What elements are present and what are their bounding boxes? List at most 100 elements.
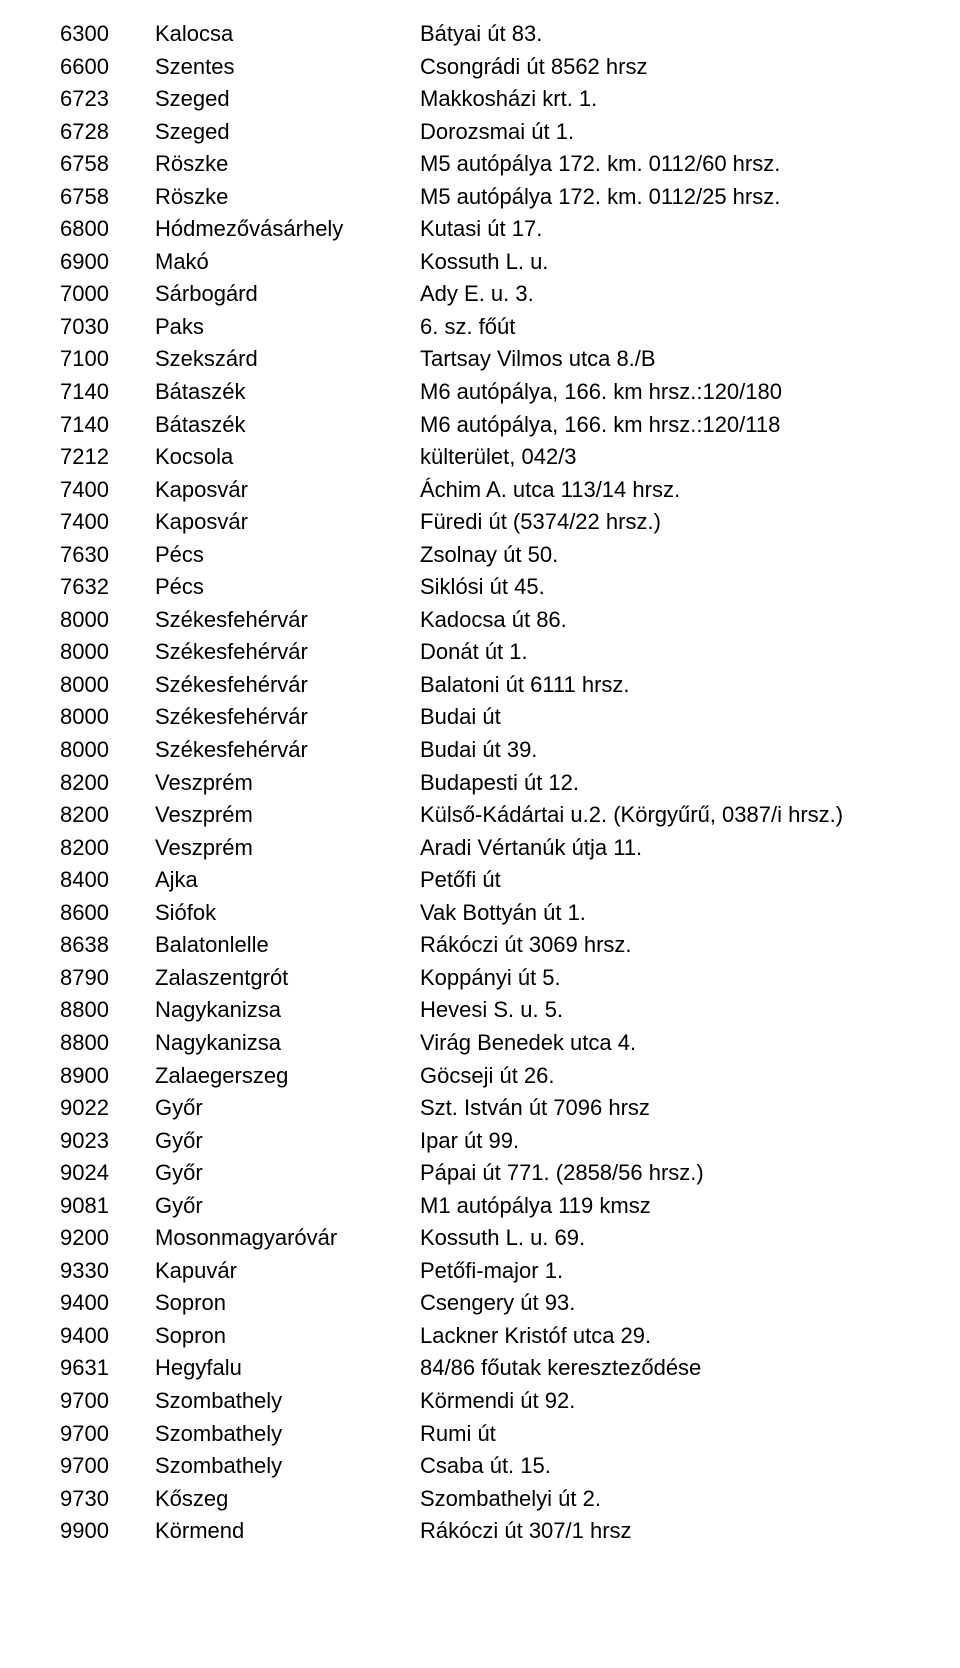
- street-address: Szt. István út 7096 hrsz: [420, 1092, 920, 1125]
- city-name: Bátaszék: [155, 409, 420, 442]
- postal-code: 8790: [60, 962, 155, 995]
- postal-code: 7400: [60, 506, 155, 539]
- table-row: 7212Kocsolakülterület, 042/3: [60, 441, 920, 474]
- city-name: Kalocsa: [155, 18, 420, 51]
- table-row: 6800HódmezővásárhelyKutasi út 17.: [60, 213, 920, 246]
- city-name: Makó: [155, 246, 420, 279]
- street-address: Aradi Vértanúk útja 11.: [420, 832, 920, 865]
- city-name: Kapuvár: [155, 1255, 420, 1288]
- city-name: Hegyfalu: [155, 1352, 420, 1385]
- table-row: 6723SzegedMakkosházi krt. 1.: [60, 83, 920, 116]
- street-address: Zsolnay út 50.: [420, 539, 920, 572]
- city-name: Székesfehérvár: [155, 604, 420, 637]
- postal-code: 7100: [60, 343, 155, 376]
- street-address: M5 autópálya 172. km. 0112/60 hrsz.: [420, 148, 920, 181]
- city-name: Siófok: [155, 897, 420, 930]
- table-row: 9700SzombathelyCsaba út. 15.: [60, 1450, 920, 1483]
- postal-code: 8800: [60, 994, 155, 1027]
- table-row: 7632PécsSiklósi út 45.: [60, 571, 920, 604]
- postal-code: 8000: [60, 636, 155, 669]
- city-name: Szombathely: [155, 1450, 420, 1483]
- street-address: Makkosházi krt. 1.: [420, 83, 920, 116]
- street-address: Balatoni út 6111 hrsz.: [420, 669, 920, 702]
- table-row: 9700SzombathelyRumi út: [60, 1418, 920, 1451]
- table-row: 8200VeszprémBudapesti út 12.: [60, 767, 920, 800]
- postal-code: 8400: [60, 864, 155, 897]
- city-name: Szentes: [155, 51, 420, 84]
- postal-code: 6758: [60, 181, 155, 214]
- street-address: Csaba út. 15.: [420, 1450, 920, 1483]
- table-row: 7400KaposvárFüredi út (5374/22 hrsz.): [60, 506, 920, 539]
- table-row: 8200VeszprémKülső-Kádártai u.2. (Körgyűr…: [60, 799, 920, 832]
- table-row: 6600SzentesCsongrádi út 8562 hrsz: [60, 51, 920, 84]
- city-name: Sárbogárd: [155, 278, 420, 311]
- street-address: Dorozsmai út 1.: [420, 116, 920, 149]
- postal-code: 9400: [60, 1287, 155, 1320]
- postal-code: 6723: [60, 83, 155, 116]
- city-name: Kaposvár: [155, 474, 420, 507]
- table-row: 8800NagykanizsaVirág Benedek utca 4.: [60, 1027, 920, 1060]
- city-name: Balatonlelle: [155, 929, 420, 962]
- postal-code: 7630: [60, 539, 155, 572]
- city-name: Kőszeg: [155, 1483, 420, 1516]
- address-list: 6300KalocsaBátyai út 83.6600SzentesCsong…: [0, 0, 960, 1588]
- postal-code: 9330: [60, 1255, 155, 1288]
- postal-code: 7000: [60, 278, 155, 311]
- city-name: Szeged: [155, 83, 420, 116]
- postal-code: 9900: [60, 1515, 155, 1548]
- street-address: Kadocsa út 86.: [420, 604, 920, 637]
- table-row: 7400KaposvárÁchim A. utca 113/14 hrsz.: [60, 474, 920, 507]
- postal-code: 9022: [60, 1092, 155, 1125]
- postal-code: 9200: [60, 1222, 155, 1255]
- city-name: Szekszárd: [155, 343, 420, 376]
- street-address: 84/86 főutak kereszteződése: [420, 1352, 920, 1385]
- street-address: 6. sz. főút: [420, 311, 920, 344]
- postal-code: 9700: [60, 1450, 155, 1483]
- postal-code: 6800: [60, 213, 155, 246]
- table-row: 8790ZalaszentgrótKoppányi út 5.: [60, 962, 920, 995]
- city-name: Győr: [155, 1157, 420, 1190]
- street-address: Vak Bottyán út 1.: [420, 897, 920, 930]
- street-address: M6 autópálya, 166. km hrsz.:120/118: [420, 409, 920, 442]
- table-row: 7030Paks6. sz. főút: [60, 311, 920, 344]
- postal-code: 9081: [60, 1190, 155, 1223]
- street-address: Virág Benedek utca 4.: [420, 1027, 920, 1060]
- postal-code: 7212: [60, 441, 155, 474]
- city-name: Bátaszék: [155, 376, 420, 409]
- table-row: 9730KőszegSzombathelyi út 2.: [60, 1483, 920, 1516]
- street-address: Bátyai út 83.: [420, 18, 920, 51]
- postal-code: 6300: [60, 18, 155, 51]
- postal-code: 6758: [60, 148, 155, 181]
- postal-code: 8600: [60, 897, 155, 930]
- table-row: 7140BátaszékM6 autópálya, 166. km hrsz.:…: [60, 376, 920, 409]
- postal-code: 8638: [60, 929, 155, 962]
- table-row: 9700SzombathelyKörmendi út 92.: [60, 1385, 920, 1418]
- city-name: Sopron: [155, 1320, 420, 1353]
- postal-code: 7140: [60, 409, 155, 442]
- city-name: Kocsola: [155, 441, 420, 474]
- table-row: 9024GyőrPápai út 771. (2858/56 hrsz.): [60, 1157, 920, 1190]
- street-address: Körmendi út 92.: [420, 1385, 920, 1418]
- postal-code: 6600: [60, 51, 155, 84]
- street-address: külterület, 042/3: [420, 441, 920, 474]
- city-name: Székesfehérvár: [155, 636, 420, 669]
- street-address: Budapesti út 12.: [420, 767, 920, 800]
- street-address: Ipar út 99.: [420, 1125, 920, 1158]
- table-row: 8800NagykanizsaHevesi S. u. 5.: [60, 994, 920, 1027]
- postal-code: 8000: [60, 701, 155, 734]
- city-name: Székesfehérvár: [155, 701, 420, 734]
- street-address: Tartsay Vilmos utca 8./B: [420, 343, 920, 376]
- postal-code: 6728: [60, 116, 155, 149]
- street-address: Rákóczi út 3069 hrsz.: [420, 929, 920, 962]
- table-row: 8600SiófokVak Bottyán út 1.: [60, 897, 920, 930]
- street-address: Rákóczi út 307/1 hrsz: [420, 1515, 920, 1548]
- postal-code: 8000: [60, 734, 155, 767]
- street-address: Füredi út (5374/22 hrsz.): [420, 506, 920, 539]
- table-row: 8638BalatonlelleRákóczi út 3069 hrsz.: [60, 929, 920, 962]
- table-row: 9081GyőrM1 autópálya 119 kmsz: [60, 1190, 920, 1223]
- table-row: 8000SzékesfehérvárBudai út 39.: [60, 734, 920, 767]
- city-name: Győr: [155, 1092, 420, 1125]
- city-name: Röszke: [155, 181, 420, 214]
- city-name: Nagykanizsa: [155, 1027, 420, 1060]
- street-address: Lackner Kristóf utca 29.: [420, 1320, 920, 1353]
